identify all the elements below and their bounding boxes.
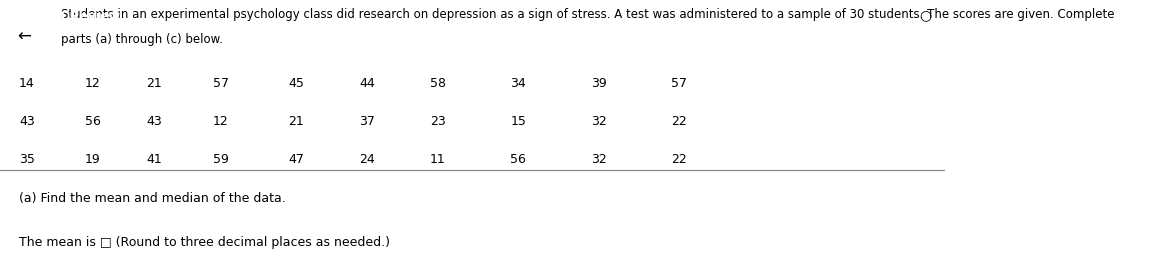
Text: 22: 22 xyxy=(671,153,687,166)
Text: 21: 21 xyxy=(146,77,162,90)
Text: (a) Find the mean and median of the data.: (a) Find the mean and median of the data… xyxy=(19,192,285,205)
Text: 39: 39 xyxy=(591,77,606,90)
Text: parts (a) through (c) below.: parts (a) through (c) below. xyxy=(61,33,224,46)
Text: 58: 58 xyxy=(430,77,446,90)
Text: 12: 12 xyxy=(85,77,101,90)
Text: The mean is □ (Round to three decimal places as needed.): The mean is □ (Round to three decimal pl… xyxy=(19,236,389,249)
Text: ←: ← xyxy=(17,27,31,45)
Text: 43: 43 xyxy=(19,115,35,128)
Text: 19: 19 xyxy=(85,153,101,166)
Text: 24: 24 xyxy=(359,153,376,166)
Text: 22: 22 xyxy=(671,115,687,128)
Text: 45: 45 xyxy=(289,77,304,90)
Text: 11: 11 xyxy=(430,153,446,166)
Text: 47: 47 xyxy=(289,153,304,166)
Text: 57: 57 xyxy=(213,77,228,90)
Text: n 21-23 Review: n 21-23 Review xyxy=(12,10,119,23)
Text: 56: 56 xyxy=(85,115,101,128)
Text: 15: 15 xyxy=(510,115,526,128)
Text: 56: 56 xyxy=(510,153,526,166)
Text: 34: 34 xyxy=(510,77,526,90)
Text: 12: 12 xyxy=(213,115,228,128)
Text: 37: 37 xyxy=(359,115,376,128)
Text: 14: 14 xyxy=(19,77,35,90)
Text: Students in an experimental psychology class did research on depression as a sig: Students in an experimental psychology c… xyxy=(61,8,1115,21)
Text: 59: 59 xyxy=(213,153,228,166)
Text: 32: 32 xyxy=(591,115,606,128)
Text: 23: 23 xyxy=(430,115,446,128)
Text: 44: 44 xyxy=(359,77,376,90)
Text: 21: 21 xyxy=(289,115,304,128)
Text: 35: 35 xyxy=(19,153,35,166)
Text: 41: 41 xyxy=(146,153,162,166)
Text: 57: 57 xyxy=(671,77,687,90)
Text: 32: 32 xyxy=(591,153,606,166)
Text: 43: 43 xyxy=(146,115,162,128)
Text: ○: ○ xyxy=(919,8,931,22)
